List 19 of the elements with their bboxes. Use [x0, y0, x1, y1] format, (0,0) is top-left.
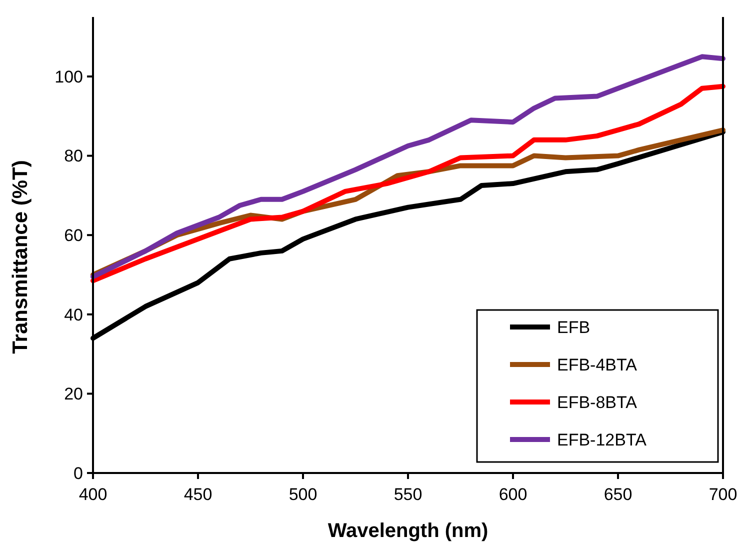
legend-label: EFB-12BTA [557, 430, 648, 450]
x-tick-label: 550 [394, 485, 422, 504]
x-tick-label: 700 [708, 485, 738, 504]
y-tick-label: 100 [54, 67, 83, 86]
x-tick-label: 450 [184, 485, 212, 504]
x-tick-label: 400 [78, 485, 108, 504]
x-tick-label: 600 [498, 485, 528, 504]
legend-label: EFB-4BTA [557, 355, 638, 374]
y-tick-label: 40 [64, 305, 83, 324]
x-tick-label: 650 [604, 485, 632, 504]
x-tick-label: 500 [288, 485, 318, 504]
legend-label: EFB [557, 318, 590, 337]
y-tick-label: 20 [64, 384, 83, 404]
y-tick-label: 60 [64, 226, 83, 246]
y-axis-title: Transmittance (%T) [9, 160, 32, 354]
legend-label: EFB-8BTA [557, 392, 638, 412]
y-tick-label: 0 [74, 464, 83, 483]
x-axis-title: Wavelength (nm) [328, 520, 488, 542]
y-tick-label: 80 [64, 146, 83, 166]
